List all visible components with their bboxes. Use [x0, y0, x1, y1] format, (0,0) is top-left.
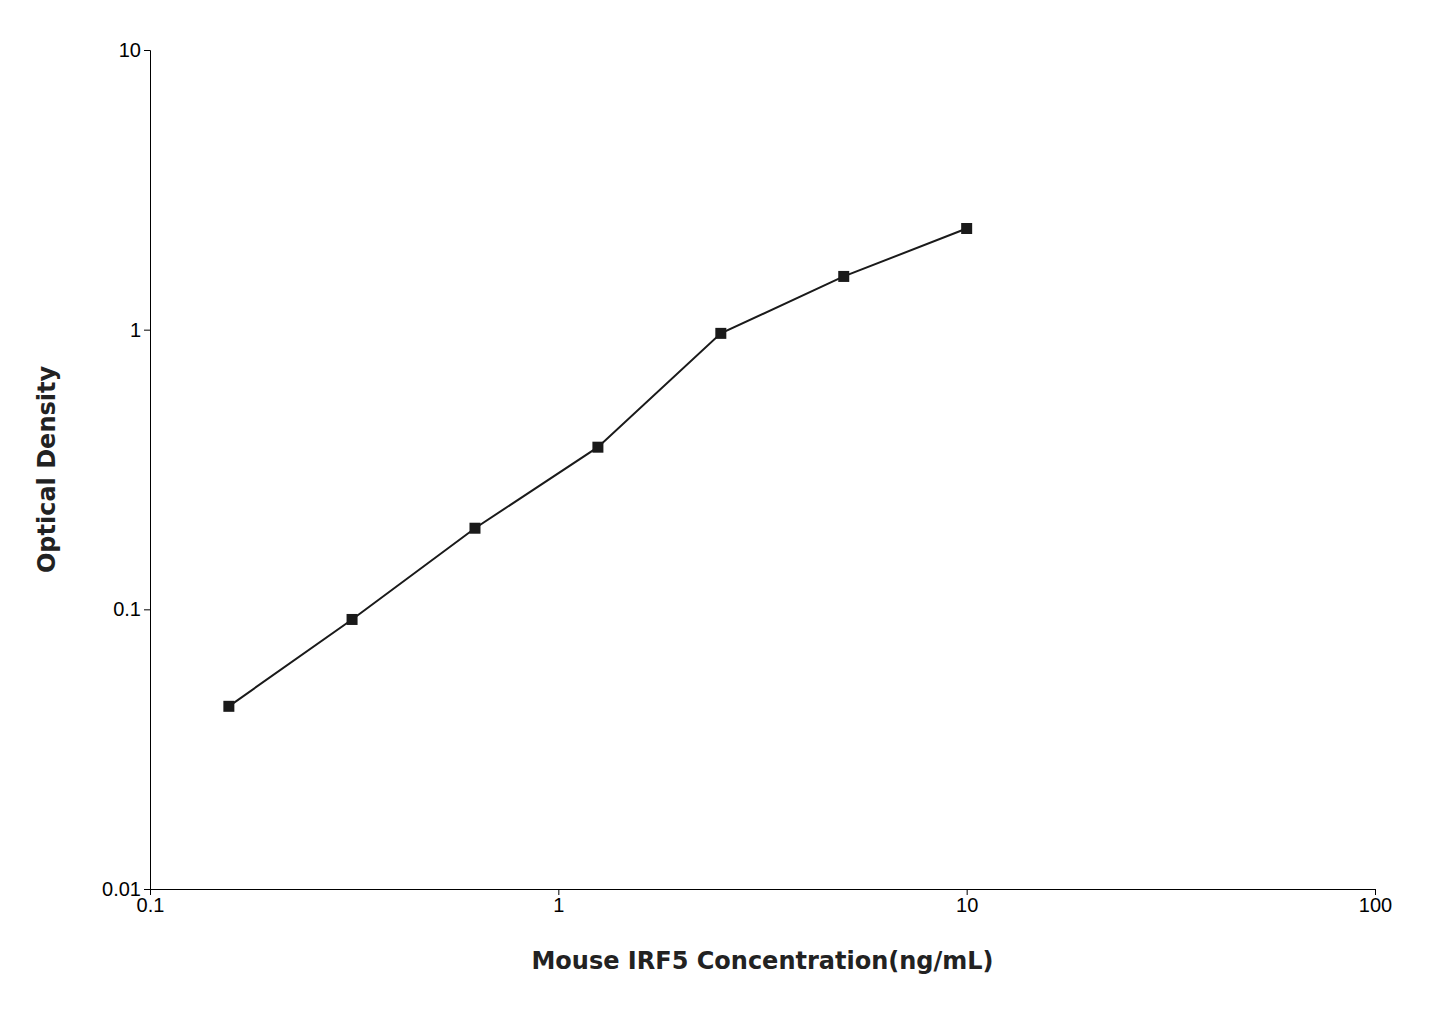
tick: 0.1 [113, 598, 150, 620]
tick-mark [144, 330, 150, 331]
marker [715, 328, 726, 339]
tick: 10 [119, 39, 150, 61]
series [223, 223, 972, 712]
tick-label: 10 [119, 39, 141, 61]
tick-label: 0.1 [113, 598, 141, 620]
y-axis-title: Optical Density [33, 366, 61, 574]
tick: 1 [130, 319, 150, 341]
tick: 100 [1359, 889, 1392, 916]
tick-mark [144, 609, 150, 610]
marker [469, 523, 480, 534]
tick-label: 1 [553, 894, 564, 916]
tick: 10 [956, 889, 978, 916]
tick-label: 0.01 [102, 878, 141, 900]
tick-mark [144, 889, 150, 890]
tick: 0.01 [102, 878, 150, 900]
tick: 1 [553, 889, 564, 916]
tick-label: 100 [1359, 894, 1392, 916]
marker [347, 614, 358, 625]
y-axis: 0.01 0.1 1 10 [102, 39, 150, 900]
axis-line [151, 890, 1376, 896]
marker [592, 442, 603, 453]
marker [838, 271, 849, 282]
line [229, 229, 967, 707]
x-axis: 0.1110100 [137, 889, 1393, 916]
marker [961, 223, 972, 234]
x-axis-title: Mouse IRF5 Concentration(ng/mL) [531, 947, 993, 975]
chart: 0.1 1 10 100 0.01 0.1 1 10 Mouse IRF5 Concentrat… [0, 0, 1445, 1009]
tick-label: 10 [956, 894, 978, 916]
tick-mark [144, 50, 150, 51]
axis-line [144, 51, 151, 890]
plot: 0.1 1 10 100 0.01 0.1 1 10 [102, 39, 1392, 916]
tick-label: 1 [130, 319, 141, 341]
marker [223, 701, 234, 712]
